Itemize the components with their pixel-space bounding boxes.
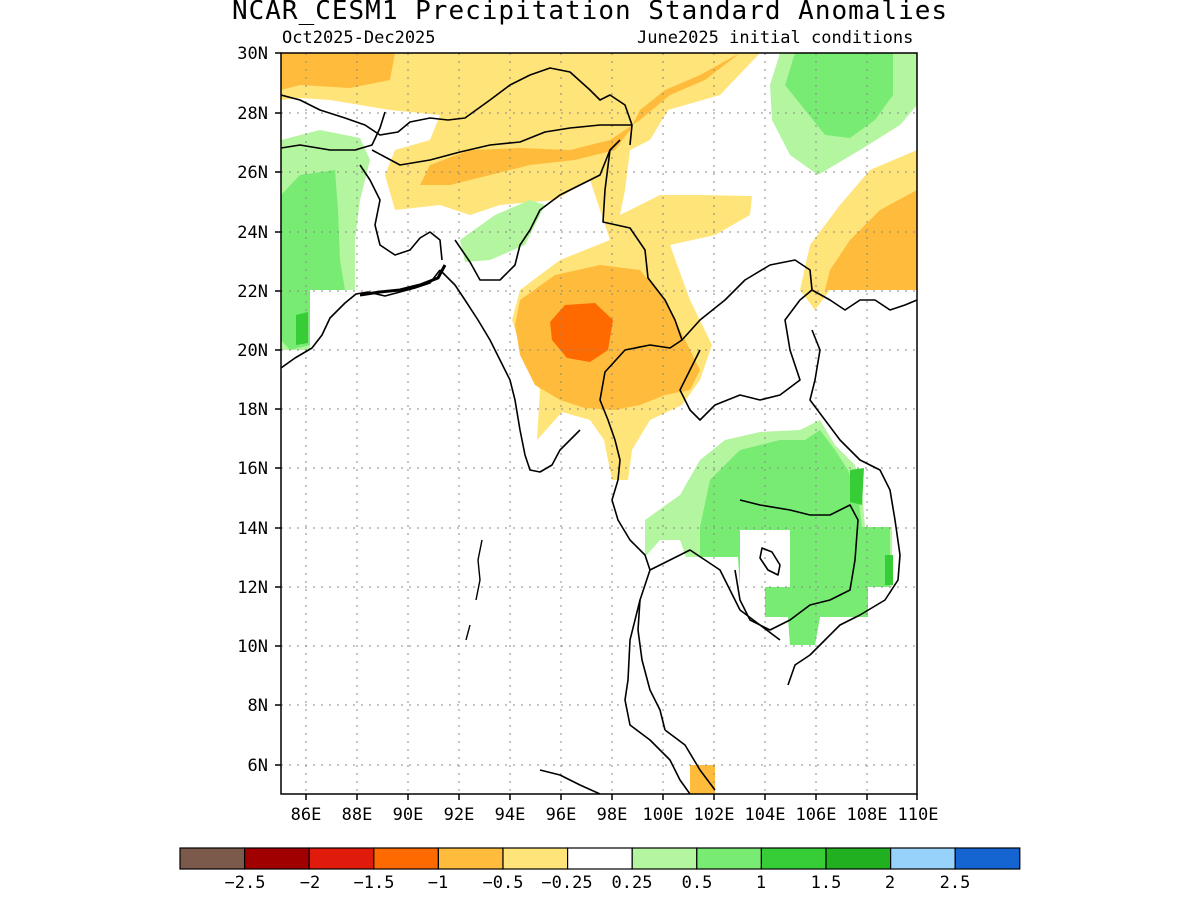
colorbar-label: 0.5 (682, 873, 713, 893)
colorbar-label: −1 (428, 873, 448, 893)
lat-label: 28N (237, 104, 268, 124)
india-nepal-border (281, 111, 386, 151)
lon-label: 94E (495, 805, 526, 825)
moderate-dry-area-himalaya (420, 53, 740, 185)
colorbar-swatch (631, 847, 698, 870)
colorbar-swatch (179, 847, 246, 870)
lon-label: 106E (796, 805, 837, 825)
wet-area-northeast (785, 53, 893, 138)
moderate-dry-area-north (281, 53, 395, 90)
laos-border (679, 259, 813, 421)
colorbar-swatch (954, 847, 1021, 870)
lat-label: 18N (237, 400, 268, 420)
lon-label: 102E (694, 805, 735, 825)
colorbar-label: −2 (300, 873, 320, 893)
colorbar-label: −1.5 (354, 873, 395, 893)
colorbar-swatch (760, 847, 827, 870)
lon-label: 96E (546, 805, 577, 825)
colorbar-swatch (308, 847, 375, 870)
map-frame (280, 52, 918, 795)
lat-label: 14N (237, 519, 268, 539)
lon-label: 100E (643, 805, 684, 825)
lon-label: 92E (444, 805, 475, 825)
lon-label: 90E (393, 805, 424, 825)
moderate-dry-area-south (690, 765, 715, 794)
colorbar-swatch (502, 847, 569, 870)
lon-label: 98E (597, 805, 628, 825)
lon-label: 104E (745, 805, 786, 825)
colorbar-swatch (437, 847, 504, 870)
lat-label: 22N (237, 282, 268, 302)
bangladesh-delta (359, 264, 447, 297)
colorbar-label: −0.25 (541, 873, 592, 893)
anomaly-shading (281, 53, 917, 794)
lat-label: 16N (237, 459, 268, 479)
initial-conditions: June2025 initial conditions (637, 28, 914, 48)
lon-label: 110E (898, 805, 939, 825)
wet-area-west (281, 170, 345, 350)
myanmar-east-border (599, 149, 683, 481)
lon-label: 88E (342, 805, 373, 825)
india-east-coast (281, 269, 441, 369)
colorbar-label: −0.5 (483, 873, 524, 893)
colorbar-swatch (889, 847, 956, 870)
colorbar-label: −2.5 (225, 873, 266, 893)
myanmar-india-border (454, 139, 621, 281)
sumatra-tip (539, 769, 601, 794)
northeast-india-border (371, 124, 632, 166)
lat-label: 30N (237, 44, 268, 64)
bangladesh-border (359, 164, 443, 261)
vietnam-coast (787, 289, 917, 686)
himalaya-border (281, 67, 633, 146)
lat-label: 24N (237, 223, 268, 243)
forecast-period: Oct2025-Dec2025 (282, 28, 436, 48)
map-title: NCAR_CESM1 Precipitation Standard Anomal… (231, 0, 949, 26)
andaman-islands (465, 539, 483, 641)
colorbar-swatch (373, 847, 439, 870)
coastlines-borders (281, 67, 917, 794)
colorbar-swatch (566, 847, 633, 870)
colorbar-swatch (825, 847, 892, 870)
strong-dry-area-center (550, 303, 613, 362)
lat-label: 6N (248, 756, 268, 776)
wet-area-indochina (700, 430, 890, 645)
lat-label: 8N (248, 696, 268, 716)
colorbar-label: 2 (885, 873, 895, 893)
lon-label: 86E (291, 805, 322, 825)
colorbar-label: 0.25 (612, 873, 653, 893)
colorbar-labels: −2.5 −2 −1.5 −1 −0.5 −0.25 0.25 0.5 1 1.… (225, 873, 971, 893)
tonle-sap-lake (759, 547, 781, 576)
lon-labels: 86E 88E 90E 92E 94E 96E 98E 100E 102E 10… (291, 805, 939, 825)
wet-area-strong-3 (885, 555, 893, 585)
colorbar-label: 1 (756, 873, 766, 893)
myanmar-west-coast (439, 269, 581, 473)
lat-label: 10N (237, 637, 268, 657)
colorbar (179, 847, 1021, 870)
axis-ticks (275, 52, 918, 800)
lat-label: 12N (237, 578, 268, 598)
wet-area-strong-1 (296, 312, 308, 345)
gulf-of-thailand-coast (649, 549, 781, 641)
lat-label: 26N (237, 163, 268, 183)
colorbar-swatch (244, 847, 310, 870)
moderate-dry-area-east (825, 190, 917, 290)
colorbar-label: 1.5 (811, 873, 842, 893)
lat-label: 20N (237, 341, 268, 361)
wet-area-india-light (460, 200, 545, 262)
colorbar-swatch (696, 847, 762, 870)
lat-labels: 30N 28N 26N 24N 22N 20N 18N 16N 14N 12N … (237, 44, 268, 776)
malay-peninsula (624, 599, 716, 794)
lon-label: 108E (847, 805, 888, 825)
colorbar-label: 2.5 (940, 873, 971, 893)
wet-area-strong-2 (850, 468, 864, 505)
thailand-border (611, 479, 666, 731)
